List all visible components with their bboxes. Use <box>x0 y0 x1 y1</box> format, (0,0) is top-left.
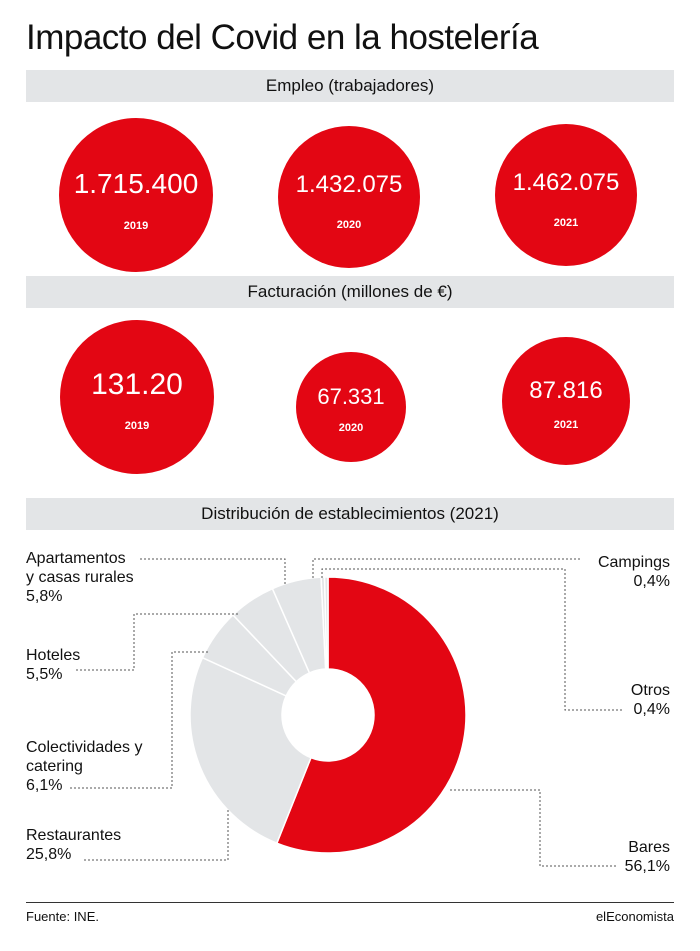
label-name: Colectividades y <box>26 739 143 756</box>
label-value: 25,8% <box>26 846 72 863</box>
pie-slice-campings <box>320 576 328 670</box>
label-restaurantes: Restaurantes 25,8% <box>26 826 121 864</box>
label-value: 5,8% <box>26 588 63 605</box>
section-header-empleo: Empleo (trabajadores) <box>26 70 674 102</box>
bubble-year: 2021 <box>553 419 579 431</box>
label-bares: Bares 56,1% <box>625 838 670 876</box>
pie-slice-restaurantes <box>189 656 312 845</box>
label-name: Campings <box>597 554 670 571</box>
bubble-empleo-2019: 1.715.400 2019 <box>59 118 213 272</box>
label-colectividades: Colectividades y catering 6,1% <box>26 738 143 795</box>
leader-line-campings <box>312 558 582 578</box>
bubble-facturacion-2019: 131.20 2019 <box>60 320 214 474</box>
label-name: Hoteles <box>26 647 81 664</box>
label-value: 0,4% <box>633 573 670 590</box>
leader-line-hoteles <box>76 613 240 671</box>
bubble-year: 2020 <box>336 219 362 231</box>
label-campings: Campings 0,4% <box>598 553 670 591</box>
label-apartamentos: Apartamentos y casas rurales 5,8% <box>26 549 134 606</box>
bubble-year: 2019 <box>123 220 149 232</box>
bubble-value: 1.462.075 <box>512 169 620 196</box>
pie-slice-hoteles <box>231 587 311 683</box>
bubble-value: 1.432.075 <box>295 171 403 198</box>
bubble-empleo-2021: 1.462.075 2021 <box>495 124 637 266</box>
bubble-facturacion-2020: 67.331 2020 <box>296 352 406 462</box>
bubble-year: 2020 <box>338 422 364 434</box>
label-name: Restaurantes <box>26 827 122 844</box>
bubble-year: 2019 <box>124 420 150 432</box>
label-name: Bares <box>628 839 670 856</box>
brand-logo: elEconomista <box>595 909 674 924</box>
label-value: 6,1% <box>26 777 63 794</box>
bubble-value: 131.20 <box>91 368 183 401</box>
footer-divider <box>26 902 674 903</box>
label-name: Apartamentos <box>26 550 126 567</box>
source-note: Fuente: INE. <box>26 909 99 924</box>
bubble-value: 87.816 <box>529 377 603 404</box>
label-name: Otros <box>630 682 670 699</box>
bubble-value: 67.331 <box>317 384 385 409</box>
label-value: 56,1% <box>624 858 670 875</box>
pie-slice-apartamentos-y-casas-rurales <box>271 576 327 674</box>
leader-line-apartamentos <box>140 558 286 585</box>
leader-line-otros <box>321 568 622 711</box>
leader-line-bares <box>450 789 618 867</box>
section-header-facturacion: Facturación (millones de €) <box>26 276 674 308</box>
label-name: y casas rurales <box>26 569 134 586</box>
label-value: 5,5% <box>26 666 63 683</box>
label-name: catering <box>26 758 83 775</box>
label-otros: Otros 0,4% <box>631 681 670 719</box>
pie-slice-bares <box>275 576 467 854</box>
bubble-empleo-2020: 1.432.075 2020 <box>278 126 420 268</box>
pie-slice-colectividades-y-catering <box>201 613 298 697</box>
bubble-value: 1.715.400 <box>73 168 199 199</box>
label-value: 0,4% <box>633 701 670 718</box>
bubble-year: 2021 <box>553 217 579 229</box>
page-title: Impacto del Covid en la hostelería <box>26 18 539 57</box>
section-header-distribucion: Distribución de establecimientos (2021) <box>26 498 674 530</box>
bubble-facturacion-2021: 87.816 2021 <box>502 337 630 465</box>
label-hoteles: Hoteles 5,5% <box>26 646 80 684</box>
pie-slice-otros <box>323 576 329 670</box>
